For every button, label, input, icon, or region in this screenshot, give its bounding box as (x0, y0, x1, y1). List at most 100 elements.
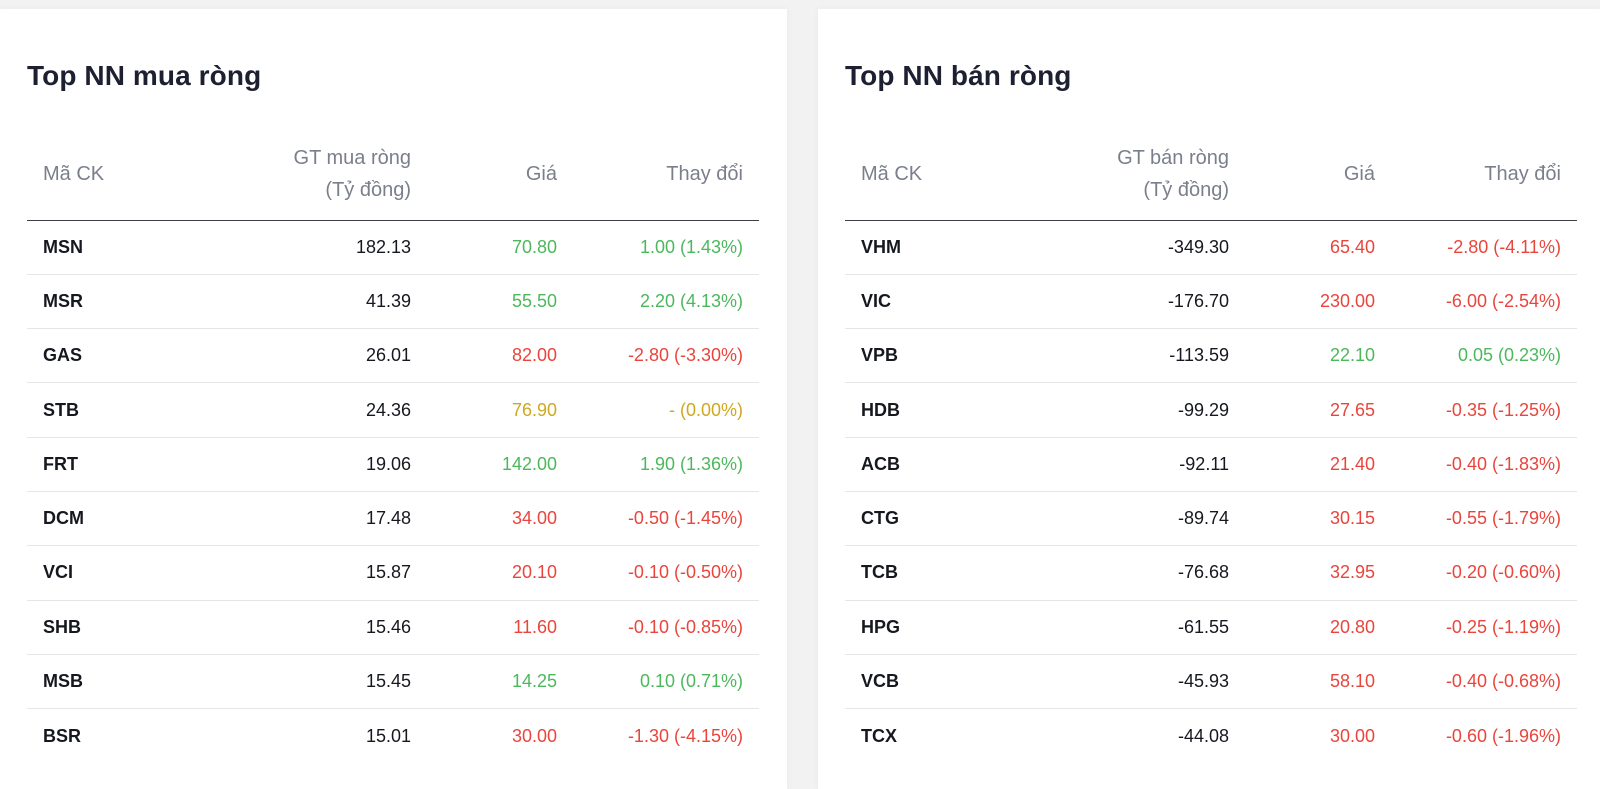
net-value: 182.13 (197, 220, 427, 275)
stock-symbol[interactable]: CTG (845, 491, 1015, 547)
table-row[interactable]: VIC -176.70 230.00 -6.00 (-2.54%) (845, 274, 1577, 330)
stock-symbol[interactable]: HPG (845, 600, 1015, 655)
net-value: -176.70 (1015, 274, 1245, 330)
net-sell-table: Mã CK GT bán ròng (Tỷ đồng) Giá Thay đổi … (845, 129, 1577, 763)
stock-symbol[interactable]: STB (27, 382, 197, 438)
change: 1.00 (1.43%) (573, 220, 759, 275)
stock-symbol[interactable]: VCB (845, 654, 1015, 710)
table-row[interactable]: HPG -61.55 20.80 -0.25 (-1.19%) (845, 600, 1577, 655)
table-row[interactable]: DCM 17.48 34.00 -0.50 (-1.45%) (27, 491, 759, 547)
table-row[interactable]: VCB -45.93 58.10 -0.40 (-0.68%) (845, 654, 1577, 710)
change: -0.10 (-0.50%) (573, 545, 759, 601)
price: 22.10 (1245, 328, 1391, 384)
change: -2.80 (-4.11%) (1391, 220, 1577, 275)
table-row[interactable]: HDB -99.29 27.65 -0.35 (-1.25%) (845, 382, 1577, 438)
price: 27.65 (1245, 382, 1391, 438)
change: -0.20 (-0.60%) (1391, 545, 1577, 601)
change: -0.10 (-0.85%) (573, 600, 759, 655)
table-row[interactable]: MSN 182.13 70.80 1.00 (1.43%) (27, 220, 759, 275)
change: 1.90 (1.36%) (573, 437, 759, 492)
price: 58.10 (1245, 654, 1391, 710)
header-net-value-line1: GT mua ròng (293, 147, 411, 170)
stock-symbol[interactable]: FRT (27, 437, 197, 492)
table-row[interactable]: CTG -89.74 30.15 -0.55 (-1.79%) (845, 491, 1577, 547)
price: 20.10 (427, 545, 573, 601)
net-value: 17.48 (197, 491, 427, 547)
net-value: 41.39 (197, 274, 427, 330)
table-row[interactable]: MSB 15.45 14.25 0.10 (0.71%) (27, 654, 759, 710)
table-row[interactable]: VHM -349.30 65.40 -2.80 (-4.11%) (845, 220, 1577, 275)
table-row[interactable]: SHB 15.46 11.60 -0.10 (-0.85%) (27, 600, 759, 655)
net-value: 15.45 (197, 654, 427, 710)
stock-symbol[interactable]: ACB (845, 437, 1015, 492)
table-row[interactable]: TCB -76.68 32.95 -0.20 (-0.60%) (845, 545, 1577, 601)
header-symbol[interactable]: Mã CK (845, 129, 1015, 221)
change: - (0.00%) (573, 382, 759, 438)
header-price[interactable]: Giá (427, 129, 573, 221)
table-row[interactable]: GAS 26.01 82.00 -2.80 (-3.30%) (27, 328, 759, 384)
net-value: -61.55 (1015, 600, 1245, 655)
change: 0.10 (0.71%) (573, 654, 759, 710)
table-row[interactable]: ACB -92.11 21.40 -0.40 (-1.83%) (845, 437, 1577, 492)
net-buy-rows: MSN 182.13 70.80 1.00 (1.43%) MSR 41.39 55.50 2… (27, 220, 759, 763)
net-value: 26.01 (197, 328, 427, 384)
stock-symbol[interactable]: TCX (861, 725, 897, 746)
change: -0.25 (-1.19%) (1391, 600, 1577, 655)
net-value: 15.01 (365, 725, 411, 746)
price: 142.00 (427, 437, 573, 492)
change: -0.40 (-1.83%) (1391, 437, 1577, 492)
stock-symbol[interactable]: HDB (845, 382, 1015, 438)
stock-symbol[interactable]: MSB (27, 654, 197, 710)
stock-symbol[interactable]: VIC (845, 274, 1015, 330)
price: 30.15 (1245, 491, 1391, 547)
net-value: 24.36 (197, 382, 427, 438)
panel-title: Top NN mua ròng (27, 60, 262, 91)
net-value: 15.46 (197, 600, 427, 655)
price: 32.95 (1245, 545, 1391, 601)
change: -0.55 (-1.79%) (1391, 491, 1577, 547)
table-row[interactable]: VCI 15.87 20.10 -0.10 (-0.50%) (27, 545, 759, 601)
table-row[interactable]: VPB -113.59 22.10 0.05 (0.23%) (845, 328, 1577, 384)
header-symbol[interactable]: Mã CK (27, 129, 197, 221)
net-value: 19.06 (197, 437, 427, 492)
stock-symbol[interactable]: DCM (27, 491, 197, 547)
table-row[interactable]: STB 24.36 76.90- (0.00%) (27, 382, 759, 438)
stock-symbol[interactable]: GAS (27, 328, 197, 384)
change: -0.40 (-0.68%) (1391, 654, 1577, 710)
change: 2.20 (4.13%) (573, 274, 759, 330)
top-net-sell-panel: Top NN bán ròng Mã CK GT bán ròng (Tỷ đồn… (818, 9, 1600, 789)
price: 55.50 (427, 274, 573, 330)
stock-symbol[interactable]: VHM (845, 220, 1015, 275)
stock-symbol[interactable]: MSR (27, 274, 197, 330)
header-net-value[interactable]: GT bán ròng (Tỷ đồng) (1015, 129, 1245, 221)
header-change[interactable]: Thay đổi (1391, 129, 1577, 221)
stock-symbol[interactable]: BSR (43, 725, 82, 746)
price: 70.80 (427, 220, 573, 275)
stock-symbol[interactable]: TCB (845, 545, 1015, 601)
price: 30.00 (1329, 725, 1375, 746)
table-row[interactable]: BSR 15.01 30.00 -1.30 (-4.15%) (27, 709, 759, 763)
stock-symbol[interactable]: VPB (845, 328, 1015, 384)
change: -0.35 (-1.25%) (1391, 382, 1577, 438)
change: 0.05 (0.23%) (1391, 328, 1577, 384)
header-net-value-line2: (Tỷ đồng) (1143, 179, 1229, 202)
stock-symbol[interactable]: MSN (27, 220, 197, 275)
net-value: -349.30 (1015, 220, 1245, 275)
header-net-value[interactable]: GT mua ròng (Tỷ đồng) (197, 129, 427, 221)
price: 230.00 (1245, 274, 1391, 330)
price: 30.00 (511, 725, 557, 746)
header-net-value-line1: GT bán ròng (1117, 147, 1229, 170)
net-value: -44.08 (1177, 725, 1229, 746)
header-price[interactable]: Giá (1245, 129, 1391, 221)
change: -6.00 (-2.54%) (1391, 274, 1577, 330)
price: 76.90 (427, 382, 573, 438)
net-value: -76.68 (1015, 545, 1245, 601)
header-change[interactable]: Thay đổi (573, 129, 759, 221)
stock-symbol[interactable]: VCI (27, 545, 197, 601)
table-row[interactable]: TCX -44.08 30.00 -0.60 (-1.96%) (845, 709, 1577, 763)
table-row[interactable]: MSR 41.39 55.50 2.20 (4.13%) (27, 274, 759, 330)
net-value: -45.93 (1015, 654, 1245, 710)
change: -2.80 (-3.30%) (573, 328, 759, 384)
stock-symbol[interactable]: SHB (27, 600, 197, 655)
table-row[interactable]: FRT 19.06 142.00 1.90 (1.36%) (27, 437, 759, 492)
